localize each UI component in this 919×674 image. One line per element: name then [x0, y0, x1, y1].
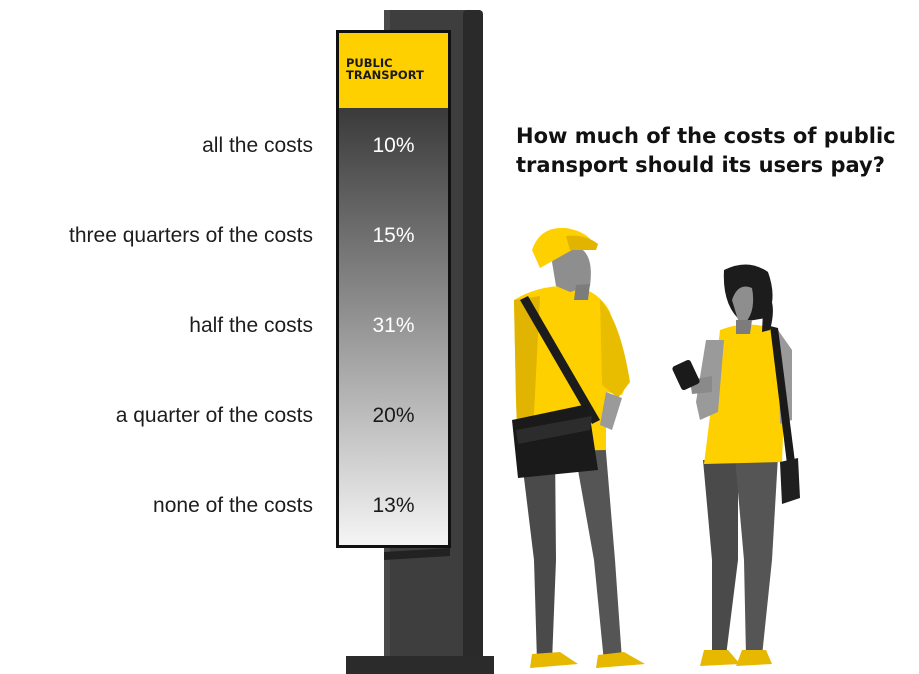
sign-panel: [336, 30, 451, 548]
man-with-bag-figure: [512, 227, 645, 668]
answer-percentage: 31%: [372, 314, 415, 337]
chart-title: How much of the costs of public transpor…: [516, 124, 896, 177]
sign-header: PUBLIC TRANSPORT: [346, 56, 424, 82]
answer-label: half the costs: [189, 314, 313, 337]
answer-label: three quarters of the costs: [69, 224, 313, 247]
answer-percentage: 20%: [372, 404, 415, 427]
answer-label: a quarter of the costs: [115, 404, 313, 427]
answer-percentage: 15%: [372, 224, 415, 247]
answer-percentage: 13%: [372, 494, 415, 517]
woman-with-phone-figure: [672, 264, 800, 666]
answer-label: all the costs: [202, 134, 313, 157]
answer-percentage: 10%: [372, 134, 415, 157]
answer-label: none of the costs: [153, 494, 313, 517]
